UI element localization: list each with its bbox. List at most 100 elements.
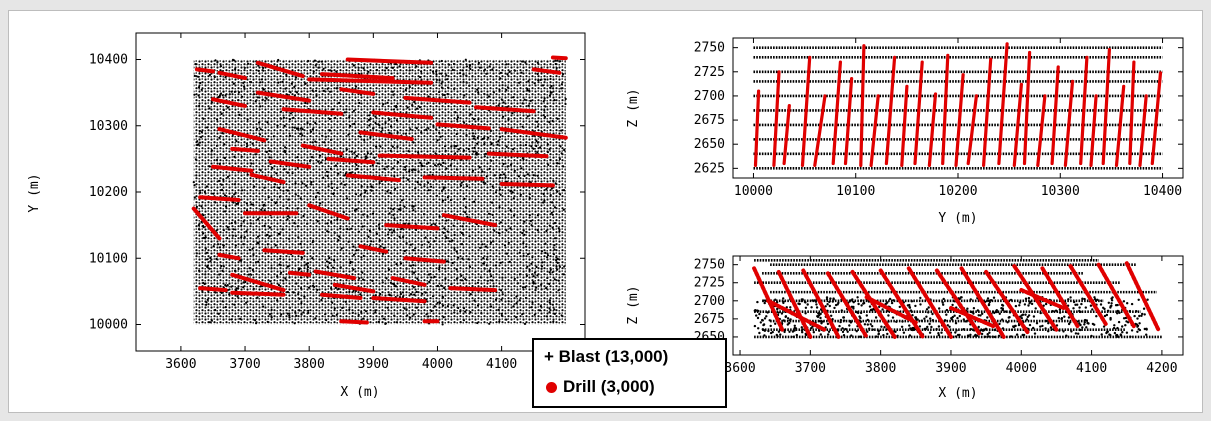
blast-point bbox=[1062, 330, 1065, 333]
blast-point bbox=[469, 311, 472, 314]
blast-point bbox=[394, 187, 397, 190]
blast-point bbox=[910, 300, 914, 303]
blast-point bbox=[485, 175, 488, 178]
blast-point bbox=[544, 105, 547, 108]
blast-point bbox=[489, 129, 492, 132]
blast-point bbox=[468, 265, 472, 268]
blast-point bbox=[468, 235, 471, 238]
blast-point bbox=[407, 178, 410, 181]
blast-point bbox=[218, 162, 221, 165]
blast-point bbox=[289, 112, 292, 115]
blast-point bbox=[351, 311, 354, 314]
blast-point bbox=[442, 231, 445, 234]
drill-hole-24 bbox=[1079, 55, 1089, 166]
blast-point bbox=[560, 87, 563, 90]
blast-point bbox=[254, 319, 257, 322]
blast-point bbox=[208, 267, 211, 270]
blast-point bbox=[270, 198, 273, 202]
blast-point bbox=[206, 298, 209, 301]
blast-point bbox=[311, 89, 314, 92]
blast-point bbox=[282, 204, 285, 207]
blast-point bbox=[277, 283, 280, 287]
blast-point bbox=[945, 308, 949, 312]
blast-point bbox=[525, 274, 529, 277]
blast-point bbox=[498, 320, 501, 323]
drill-hole-47 bbox=[198, 286, 228, 293]
drill-hole-9 bbox=[959, 266, 1006, 339]
blast-point bbox=[336, 87, 339, 90]
blast-point bbox=[314, 317, 317, 320]
blast-point bbox=[316, 220, 319, 223]
blast-point bbox=[436, 284, 439, 287]
blast-point bbox=[262, 69, 265, 72]
blast-point bbox=[270, 316, 273, 319]
blast-point bbox=[1039, 325, 1042, 328]
blast-point bbox=[455, 132, 458, 136]
blast-point bbox=[405, 267, 408, 270]
blast-point bbox=[368, 124, 371, 127]
blast-point bbox=[293, 94, 296, 97]
blast-point bbox=[1065, 334, 1068, 337]
blast-point bbox=[1077, 332, 1080, 335]
blast-point bbox=[526, 253, 530, 256]
blast-point bbox=[987, 299, 990, 302]
blast-point bbox=[300, 313, 303, 316]
drill-hole-8 bbox=[550, 55, 568, 61]
drill-hole-5 bbox=[813, 94, 827, 167]
drill-hole-20 bbox=[435, 122, 491, 131]
blast-point bbox=[548, 121, 551, 124]
blast-point bbox=[830, 314, 833, 317]
blast-point bbox=[1018, 304, 1021, 307]
blast-point bbox=[297, 236, 300, 239]
blast-point bbox=[412, 141, 415, 144]
blast-point bbox=[260, 78, 264, 81]
blast-point bbox=[513, 277, 516, 280]
drill-hole-46 bbox=[448, 286, 498, 293]
blast-point bbox=[230, 318, 233, 321]
blast-point bbox=[938, 307, 941, 310]
blast-point bbox=[471, 285, 474, 288]
blast-point bbox=[240, 216, 243, 219]
blast-point bbox=[277, 81, 280, 84]
blast-point bbox=[490, 275, 493, 278]
blast-point bbox=[548, 307, 551, 310]
blast-point bbox=[224, 205, 228, 208]
blast-point bbox=[851, 298, 854, 301]
blast-point bbox=[424, 291, 427, 294]
blast-point bbox=[1113, 324, 1116, 327]
blast-point bbox=[969, 328, 973, 331]
blast-point bbox=[1034, 307, 1037, 310]
blast-point bbox=[895, 320, 898, 323]
blast-point bbox=[254, 261, 257, 264]
blast-point bbox=[355, 163, 358, 166]
blast-point bbox=[433, 305, 436, 308]
drill-hole-6 bbox=[831, 60, 843, 166]
blast-point bbox=[901, 320, 904, 323]
blast-point bbox=[263, 186, 266, 189]
blast-point bbox=[217, 95, 220, 99]
blast-point bbox=[820, 322, 823, 325]
blast-point bbox=[491, 213, 494, 216]
blast-point bbox=[366, 185, 369, 189]
blast-point bbox=[224, 94, 227, 97]
blast-point bbox=[825, 298, 829, 301]
blast-point bbox=[960, 296, 963, 299]
blast-point bbox=[388, 212, 391, 215]
blast-point bbox=[483, 137, 486, 140]
blast-point bbox=[891, 316, 895, 319]
blast-point bbox=[222, 244, 225, 247]
blast-point bbox=[1074, 332, 1078, 335]
blast-point bbox=[240, 189, 244, 192]
blast-point bbox=[216, 118, 219, 121]
blast-point bbox=[333, 307, 336, 310]
blast-point bbox=[509, 209, 512, 212]
blast-point bbox=[198, 129, 201, 133]
blast-point bbox=[301, 128, 304, 131]
blast-point bbox=[388, 228, 391, 231]
blast-point bbox=[393, 284, 396, 287]
blast-point bbox=[256, 296, 259, 299]
blast-point bbox=[768, 319, 771, 322]
blast-point bbox=[205, 303, 208, 306]
blast-point bbox=[326, 87, 329, 90]
blast-point bbox=[335, 313, 338, 316]
